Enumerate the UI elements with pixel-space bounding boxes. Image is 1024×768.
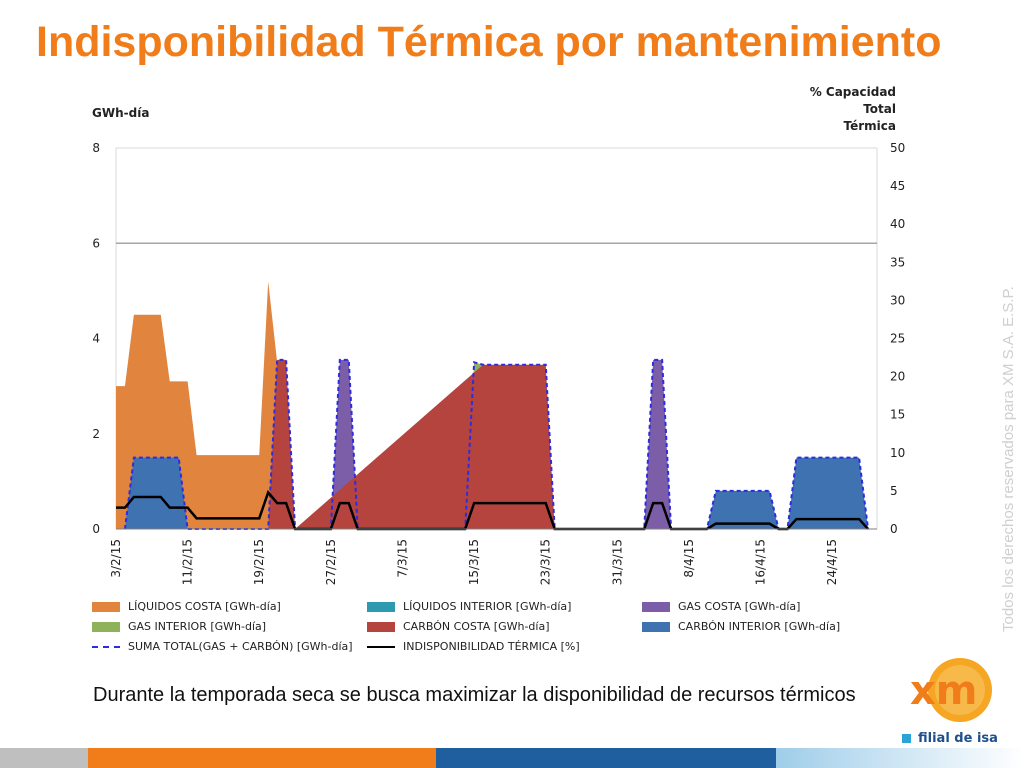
x-tick-label: 8/4/15	[682, 539, 696, 578]
x-tick-label: 16/4/15	[754, 539, 768, 585]
legend-swatch	[92, 621, 120, 632]
footer-bar-orange	[88, 748, 436, 768]
y-right-tick-label: 20	[890, 370, 905, 384]
xm-logo-mark: xm	[910, 658, 992, 722]
legend-label: LÍQUIDOS COSTA [GWh-día]	[128, 600, 281, 613]
y-axis-right-label: % Capacidad Total Térmica	[810, 84, 896, 135]
legend-item: CARBÓN INTERIOR [GWh-día]	[642, 620, 872, 633]
legend-item: GAS COSTA [GWh-día]	[642, 600, 872, 613]
y-axis-right-label-line: Total	[863, 102, 896, 116]
slide-caption: Durante la temporada seca se busca maxim…	[93, 684, 856, 706]
y-right-tick-label: 25	[890, 332, 905, 346]
legend-label: GAS INTERIOR [GWh-día]	[128, 620, 267, 633]
logo-subtitle: filial de isa	[918, 731, 998, 746]
x-tick-label: 15/3/15	[467, 539, 481, 585]
legend-label: INDISPONIBILIDAD TÉRMICA [%]	[403, 640, 580, 653]
x-tick-label: 3/2/15	[109, 539, 123, 578]
legend-label: CARBÓN INTERIOR [GWh-día]	[678, 620, 841, 633]
legend-swatch	[642, 601, 670, 612]
chart-legend: LÍQUIDOS COSTA [GWh-día] LÍQUIDOS INTERIO…	[92, 600, 872, 653]
y-right-tick-label: 40	[890, 217, 905, 231]
legend-swatch	[92, 645, 120, 648]
y-axis-right-label-line: % Capacidad	[809, 85, 896, 99]
y-right-tick-label: 5	[890, 484, 898, 498]
y-right-tick-label: 10	[890, 446, 905, 460]
y-right-tick-label: 15	[890, 408, 905, 422]
page-title: Indisponibilidad Térmica por mantenimien…	[36, 18, 942, 66]
footer-color-bar	[0, 748, 1024, 768]
y-left-tick-label: 2	[92, 427, 100, 441]
x-tick-label: 7/3/15	[395, 539, 409, 578]
thermal-unavailability-chart: 0 2 4 6 8 0 5 10 15 20 25 30 35 40 45 50 3/2/15 11/2/15 19…	[92, 141, 905, 585]
legend-label: SUMA TOTAL(GAS + CARBÓN) [GWh-día]	[128, 640, 353, 653]
legend-item: GAS INTERIOR [GWh-día]	[92, 620, 367, 633]
legend-label: CARBÓN COSTA [GWh-día]	[403, 620, 550, 633]
y-left-tick-label: 0	[92, 522, 100, 536]
y-axis-right-label-line: Térmica	[843, 119, 896, 133]
x-tick-label: 31/3/15	[610, 539, 624, 585]
y-right-tick-label: 35	[890, 255, 905, 269]
footer-bar-light	[776, 748, 1024, 768]
xm-logo: xm filial de isa	[896, 654, 1006, 754]
legend-swatch	[367, 621, 395, 632]
legend-swatch	[642, 621, 670, 632]
y-right-tick-label: 50	[890, 141, 905, 155]
legend-swatch	[92, 601, 120, 612]
y-right-tick-label: 45	[890, 179, 905, 193]
y-left-tick-label: 4	[92, 332, 100, 346]
legend-item: CARBÓN COSTA [GWh-día]	[367, 620, 642, 633]
footer-bar-gray	[0, 748, 88, 768]
legend-label: LÍQUIDOS INTERIOR [GWh-día]	[403, 600, 572, 613]
y-right-tick-label: 0	[890, 522, 898, 536]
legend-item: SUMA TOTAL(GAS + CARBÓN) [GWh-día]	[92, 640, 367, 653]
legend-item: LÍQUIDOS INTERIOR [GWh-día]	[367, 600, 642, 613]
y-left-tick-label: 8	[92, 141, 100, 155]
y-left-tick-label: 6	[92, 236, 100, 250]
legend-swatch	[367, 601, 395, 612]
x-tick-label: 19/2/15	[252, 539, 266, 585]
copyright-watermark: Todos los derechos reservados para XM S.…	[1000, 286, 1017, 632]
legend-swatch	[367, 645, 395, 648]
legend-item: LÍQUIDOS COSTA [GWh-día]	[92, 600, 367, 613]
x-tick-label: 24/4/15	[825, 539, 839, 585]
x-tick-label: 27/2/15	[324, 539, 338, 585]
y-axis-left-label: GWh-día	[92, 106, 150, 120]
legend-label: GAS COSTA [GWh-día]	[678, 600, 801, 613]
x-tick-label: 11/2/15	[181, 539, 195, 585]
logo-xm-text: xm	[910, 668, 977, 714]
x-tick-label: 23/3/15	[539, 539, 553, 585]
area-carb-n-costa	[268, 359, 555, 529]
y-right-tick-label: 30	[890, 293, 905, 307]
isa-square-icon	[902, 734, 911, 743]
legend-item: INDISPONIBILIDAD TÉRMICA [%]	[367, 640, 642, 653]
footer-bar-blue	[436, 748, 776, 768]
